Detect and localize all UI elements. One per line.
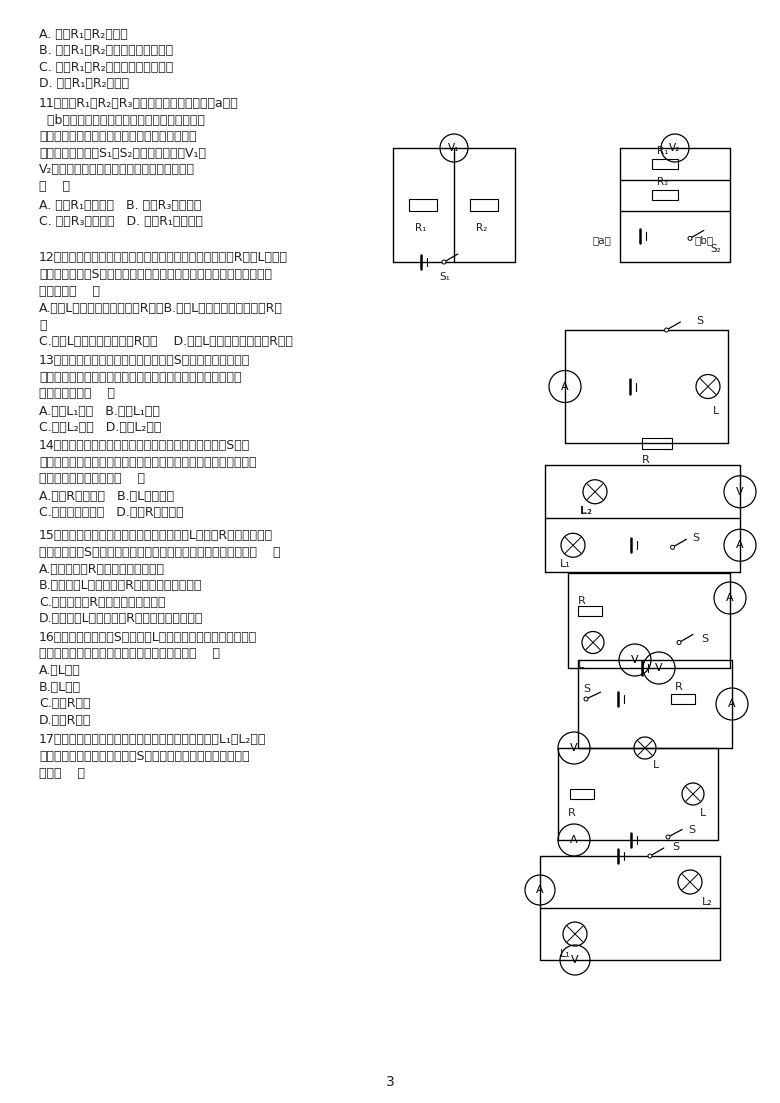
Text: C.可能是电阻R短路，电流表有示数: C.可能是电阻R短路，电流表有示数 <box>39 596 165 609</box>
Text: C. 电阻R₃可能断路   D. 电阻R₁一定完好: C. 电阻R₃可能断路 D. 电阻R₁一定完好 <box>39 215 203 228</box>
Bar <box>641 438 672 449</box>
Text: （    ）: （ ） <box>39 180 70 193</box>
Text: A.电阻R一定断路   B.灯L可能变亮: A.电阻R一定断路 B.灯L可能变亮 <box>39 490 174 503</box>
Text: 完全相同且完好，三个电阻中至少有一个电阻存: 完全相同且完好，三个电阻中至少有一个电阻存 <box>39 130 197 143</box>
Text: D. 电阻R₁和R₂均断路: D. 电阻R₁和R₂均断路 <box>39 77 129 90</box>
Text: 一个发生了短路故障，当开关S闭合时，下列现象中不可能出现: 一个发生了短路故障，当开关S闭合时，下列现象中不可能出现 <box>39 750 250 763</box>
Text: D.电阻R断路: D.电阻R断路 <box>39 714 91 727</box>
Text: L₁: L₁ <box>560 559 571 569</box>
Text: 障，闭合电键S，灯不亮，电压表有示数，则电路的故障情况是（    ）: 障，闭合电键S，灯不亮，电压表有示数，则电路的故障情况是（ ） <box>39 546 281 559</box>
Text: L₂: L₂ <box>580 506 592 516</box>
Text: 路: 路 <box>39 319 47 332</box>
Text: 则下列判断中正确的是（    ）: 则下列判断中正确的是（ ） <box>39 472 145 485</box>
Text: 15、如图所示电路，电源电压保持不变，灯L、电阻R可能出现了故: 15、如图所示电路，电源电压保持不变，灯L、电阻R可能出现了故 <box>39 529 273 543</box>
Text: A.灯L短路: A.灯L短路 <box>39 664 81 677</box>
Text: S: S <box>701 634 708 644</box>
Ellipse shape <box>671 545 675 549</box>
Text: （b）所示的电路。在两电路中，电源、电压表: （b）所示的电路。在两电路中，电源、电压表 <box>39 114 205 127</box>
Text: 11、电阻R₁、R₂、R₃以不同的方式组成如图（a）、: 11、电阻R₁、R₂、R₃以不同的方式组成如图（a）、 <box>39 97 239 110</box>
Ellipse shape <box>648 854 652 858</box>
Text: A.若灯L不发光，则一定电阻R短路B.若灯L不发光，则一定电阻R断: A.若灯L不发光，则一定电阻R短路B.若灯L不发光，则一定电阻R断 <box>39 302 283 315</box>
Text: R: R <box>568 808 576 818</box>
Text: V: V <box>631 655 639 665</box>
Ellipse shape <box>666 835 670 839</box>
Ellipse shape <box>442 260 446 264</box>
Text: R: R <box>675 682 682 692</box>
Text: 现了故障，电键S闭合前后，电流表指针所在的位置不变，下列判断中: 现了故障，电键S闭合前后，电流表指针所在的位置不变，下列判断中 <box>39 268 272 281</box>
Text: C.若灯L发光，则一定电阻R短路    D.若灯L发光，则一定电阻R断路: C.若灯L发光，则一定电阻R短路 D.若灯L发光，则一定电阻R断路 <box>39 335 292 349</box>
Text: B. 电阻R₁、R₂中只有一个电阻短路: B. 电阻R₁、R₂中只有一个电阻短路 <box>39 44 173 57</box>
Text: V₂: V₂ <box>669 143 681 153</box>
Ellipse shape <box>688 236 692 240</box>
Text: V: V <box>570 743 578 753</box>
Bar <box>570 789 594 799</box>
Text: S₂: S₂ <box>710 245 721 255</box>
Text: V: V <box>655 663 663 673</box>
Text: C. 电阻R₁、R₂中只有一个电阻断路: C. 电阻R₁、R₂中只有一个电阻断路 <box>39 61 173 74</box>
Ellipse shape <box>677 641 681 644</box>
Text: 17、在如图所示的电路中，电源电压保持不变，灯泡L₁或L₂中有: 17、在如图所示的电路中，电源电压保持不变，灯泡L₁或L₂中有 <box>39 733 267 747</box>
Text: 正确的是（    ）: 正确的是（ ） <box>39 285 100 298</box>
Text: R: R <box>641 456 649 465</box>
Text: L₂: L₂ <box>702 897 713 907</box>
Text: C.灯亮度可能不变   D.电阻R一定短路: C.灯亮度可能不变 D.电阻R一定短路 <box>39 506 183 520</box>
Text: S: S <box>688 825 695 835</box>
Text: R₂: R₂ <box>657 178 668 188</box>
Text: A: A <box>570 835 578 845</box>
Text: 12、在如图所示的电路中，电源电压保持不变。已知电阻R、灯L可能出: 12、在如图所示的电路中，电源电压保持不变。已知电阻R、灯L可能出 <box>39 251 288 265</box>
Text: L: L <box>713 407 719 417</box>
Text: S: S <box>693 533 700 544</box>
Bar <box>470 200 498 211</box>
Text: L: L <box>700 808 706 818</box>
Text: 16、如图，闭合开关S后发现灯L不亮，电流表示数几乎为零，: 16、如图，闭合开关S后发现灯L不亮，电流表示数几乎为零， <box>39 631 257 644</box>
Text: （b）: （b） <box>694 235 714 245</box>
Text: R: R <box>578 596 586 606</box>
Text: V: V <box>571 955 579 965</box>
Text: A: A <box>561 382 569 392</box>
Text: 3: 3 <box>385 1075 395 1089</box>
Text: B.可能是灯L短路、电阻R断路，电流表无示数: B.可能是灯L短路、电阻R断路，电流表无示数 <box>39 579 202 592</box>
Text: A.可能是电阻R断路，电流表无示数: A.可能是电阻R断路，电流表无示数 <box>39 563 165 576</box>
Text: 发光，电压表无示数，电流表指针有明显偏转。造成这种情况: 发光，电压表无示数，电流表指针有明显偏转。造成这种情况 <box>39 371 242 384</box>
Text: S: S <box>672 842 679 852</box>
Text: C.灯泡L₂开路   D.灯泡L₂短路: C.灯泡L₂开路 D.灯泡L₂短路 <box>39 421 161 435</box>
Text: C.电阻R短路: C.电阻R短路 <box>39 697 90 710</box>
Text: A: A <box>536 885 544 895</box>
Text: L: L <box>653 760 659 770</box>
Text: 14、如图所示的电路中，电源电压保持不变，闭合电键S后，: 14、如图所示的电路中，电源电压保持不变，闭合电键S后， <box>39 439 250 452</box>
Text: A: A <box>729 699 736 709</box>
Ellipse shape <box>665 328 668 332</box>
Text: S: S <box>697 315 704 326</box>
Text: 电压表指针有明显偏转，则电路的故障可能是（    ）: 电压表指针有明显偏转，则电路的故障可能是（ ） <box>39 647 220 661</box>
Text: 的是（    ）: 的是（ ） <box>39 767 85 780</box>
Ellipse shape <box>584 697 588 702</box>
Text: V₁: V₁ <box>448 143 459 153</box>
Bar <box>409 200 437 211</box>
Text: V: V <box>736 486 744 496</box>
Text: L₁: L₁ <box>560 949 571 959</box>
Text: D.可能是灯L断路、电阻R短路，电流表无示数: D.可能是灯L断路、电阻R短路，电流表无示数 <box>39 612 204 625</box>
Text: A: A <box>726 593 734 603</box>
Bar <box>578 606 602 615</box>
Bar <box>671 694 695 704</box>
Text: A. 电阻R₁一定短路   B. 电阻R₃可能断路: A. 电阻R₁一定短路 B. 电阻R₃可能断路 <box>39 199 201 212</box>
Bar <box>652 159 678 169</box>
Text: L: L <box>578 661 584 671</box>
Text: R₁: R₁ <box>657 146 668 156</box>
Text: 的原因可能是（    ）: 的原因可能是（ ） <box>39 387 115 400</box>
Text: 电路正常工作。过了一会儿，一电表示数变大，一电表示数变小，: 电路正常工作。过了一会儿，一电表示数变大，一电表示数变小， <box>39 456 257 469</box>
Text: R₂: R₂ <box>476 223 488 233</box>
Text: 13、在如图所示的电路中，当闭合开关S后，发现只有一盏灯: 13、在如图所示的电路中，当闭合开关S后，发现只有一盏灯 <box>39 354 250 367</box>
Text: V₂均有示数且示数相等。则下列判断正确的是: V₂均有示数且示数相等。则下列判断正确的是 <box>39 163 195 176</box>
Text: （a）: （a） <box>593 235 612 245</box>
Text: B.灯L断路: B.灯L断路 <box>39 681 81 694</box>
Bar <box>652 191 678 201</box>
Text: A.灯泡L₁开路   B.灯泡L₁短路: A.灯泡L₁开路 B.灯泡L₁短路 <box>39 405 160 418</box>
Text: R₁: R₁ <box>415 223 427 233</box>
Text: S: S <box>583 684 590 694</box>
Text: 在故障。闭合电键S₁、S₂，如果两电压表V₁和: 在故障。闭合电键S₁、S₂，如果两电压表V₁和 <box>39 147 206 160</box>
Text: S₁: S₁ <box>439 272 450 282</box>
Text: A. 电阻R₁和R₂均完好: A. 电阻R₁和R₂均完好 <box>39 28 128 41</box>
Text: A: A <box>736 540 744 550</box>
